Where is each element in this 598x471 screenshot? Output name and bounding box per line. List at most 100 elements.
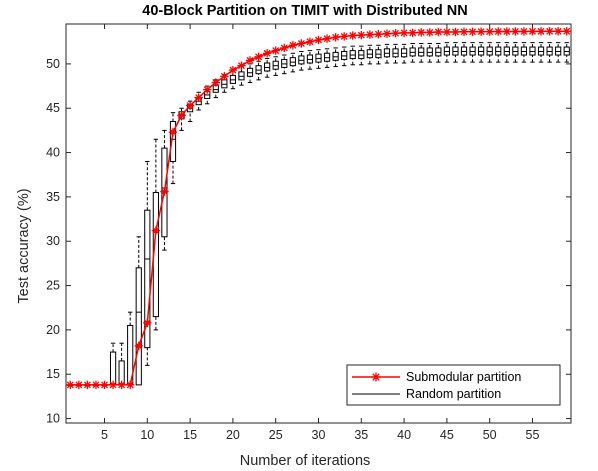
marker-stroke — [443, 28, 451, 36]
marker-stroke — [92, 381, 100, 389]
marker-stroke — [383, 30, 391, 38]
x-axis-label: Number of iterations — [240, 453, 371, 469]
submodular-point — [228, 65, 238, 75]
marker-stroke — [186, 102, 194, 110]
random-boxplot — [563, 42, 570, 63]
marker-stroke — [563, 27, 571, 35]
random-boxplot — [503, 42, 510, 63]
submodular-point — [160, 187, 169, 196]
submodular-point — [100, 380, 109, 390]
y-tick-label: 10 — [46, 412, 60, 426]
random-boxplot — [135, 236, 142, 386]
random-boxplot — [375, 44, 382, 65]
random-boxplot — [555, 42, 562, 63]
marker-stroke — [272, 47, 280, 55]
random-boxplot — [426, 43, 433, 63]
marker-stroke — [537, 27, 545, 35]
random-boxplot — [298, 50, 305, 71]
marker-stroke — [83, 381, 91, 389]
submodular-point — [74, 380, 84, 390]
marker-stroke — [297, 40, 305, 47]
legend-asterisk — [371, 372, 381, 382]
submodular-point — [91, 380, 101, 390]
submodular-point — [203, 85, 212, 94]
marker-stroke — [237, 62, 245, 70]
x-tick-label: 20 — [226, 428, 240, 442]
x-tick-label: 15 — [183, 428, 197, 442]
submodular-point — [151, 226, 161, 235]
marker-stroke — [366, 31, 374, 39]
marker-stroke — [520, 27, 528, 35]
submodular-point — [434, 27, 443, 37]
random-boxplot — [469, 42, 476, 63]
marker-stroke — [400, 29, 408, 37]
submodular-point — [417, 28, 426, 37]
submodular-point — [408, 28, 417, 38]
random-boxplot — [520, 42, 528, 63]
random-boxplot — [281, 54, 288, 75]
marker-stroke — [289, 41, 297, 49]
marker-stroke — [169, 128, 177, 136]
submodular-point — [314, 35, 323, 45]
submodular-point — [374, 29, 383, 39]
x-tick-label: 50 — [483, 428, 497, 442]
submodular-point — [357, 30, 366, 40]
submodular-point — [451, 27, 460, 37]
marker-stroke — [135, 342, 143, 350]
submodular-point — [108, 380, 118, 390]
submodular-point — [237, 61, 246, 70]
marker-stroke — [246, 56, 254, 64]
y-tick-label: 25 — [46, 279, 60, 293]
legend-submodular-marker — [371, 372, 381, 382]
marker-stroke — [306, 38, 314, 46]
y-tick-label: 40 — [46, 146, 60, 160]
y-tick-label: 35 — [46, 190, 60, 204]
marker-stroke — [546, 27, 554, 35]
x-tick-label: 25 — [269, 428, 283, 442]
submodular-point — [502, 27, 512, 36]
submodular-point — [134, 341, 143, 351]
random-boxplot — [289, 52, 296, 73]
submodular-point — [485, 27, 494, 36]
marker-stroke — [392, 29, 400, 37]
marker-stroke — [195, 94, 203, 102]
x-tick-label: 45 — [440, 428, 454, 442]
submodular-point — [288, 41, 298, 50]
random-boxplot — [144, 160, 151, 366]
marker-stroke — [374, 30, 382, 38]
random-boxplot — [255, 60, 262, 81]
marker-stroke — [357, 31, 365, 39]
submodular-point — [562, 27, 571, 36]
submodular-point — [399, 28, 409, 38]
random-boxplot — [349, 45, 356, 66]
marker-stroke — [315, 36, 322, 44]
x-tick-label: 5 — [101, 428, 108, 442]
marker-stroke — [255, 53, 263, 61]
submodular-point — [245, 56, 255, 65]
submodular-point — [125, 380, 135, 390]
marker-stroke — [469, 28, 477, 36]
marker-stroke — [511, 27, 519, 35]
random-boxplot — [272, 56, 279, 76]
marker-stroke — [101, 381, 109, 389]
marker-stroke — [118, 381, 126, 389]
random-boxplot — [169, 112, 177, 185]
submodular-point — [494, 27, 503, 36]
random-boxplot — [495, 42, 502, 63]
submodular-point — [511, 27, 520, 36]
marker-stroke — [220, 72, 228, 80]
marker-stroke — [434, 28, 442, 36]
marker-stroke — [212, 79, 220, 87]
box — [135, 267, 142, 386]
submodular-point — [297, 39, 306, 48]
random-boxplot — [358, 45, 365, 66]
submodular-point — [348, 31, 357, 40]
submodular-point — [254, 52, 263, 62]
random-boxplot — [341, 46, 348, 67]
box — [169, 121, 177, 162]
x-tick-label: 10 — [140, 428, 154, 442]
submodular-point — [83, 380, 92, 390]
submodular-point — [177, 111, 186, 120]
marker-stroke — [263, 49, 271, 57]
